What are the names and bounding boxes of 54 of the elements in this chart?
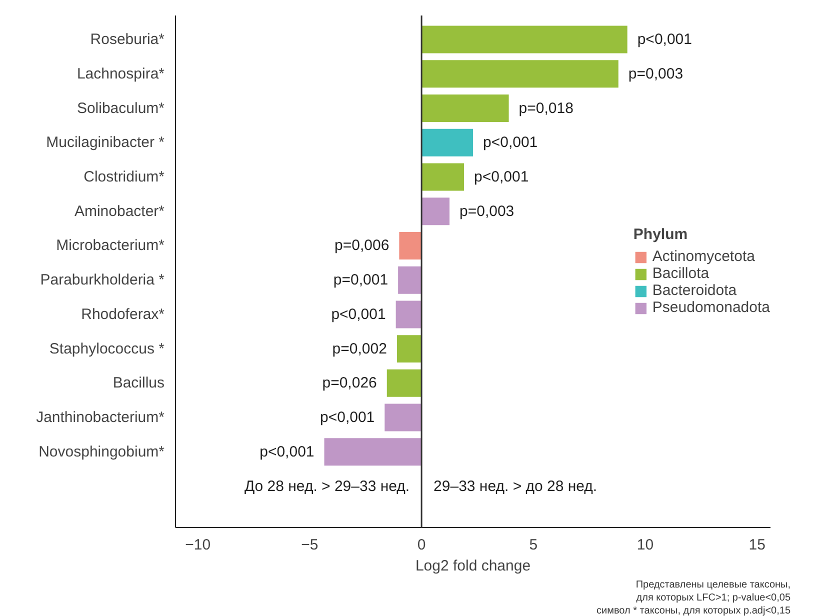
x-tick-label: −5 [301, 536, 318, 554]
legend-label: Actinomycetota [652, 248, 755, 265]
annotation: p<0,001 [637, 31, 692, 48]
text: Представлены целевые таксоны, для которых LFC>1; p-value<0,05 символ * таксоны, для которых p.adj<0,15 [596, 580, 791, 616]
x-tick-label: −10 [185, 536, 211, 554]
bar [422, 60, 618, 88]
bar [386, 369, 422, 397]
bar [324, 438, 422, 466]
bar [396, 300, 422, 328]
bar [384, 404, 422, 432]
text: 29–33 нед. > до 28 нед. [434, 478, 598, 495]
y-tick-label: Novosphingobium* [38, 443, 165, 460]
annotation: p=0,003 [628, 65, 684, 82]
y-tick-label: Paraburkholderia * [40, 272, 165, 289]
x-axis-title: Log2 fold change [415, 558, 531, 574]
annotation: p=0,026 [322, 374, 377, 392]
y-tick-label: Clostridium* [84, 168, 165, 186]
annotation: p<0,001 [474, 168, 529, 186]
y-tick-label: Bacillus [112, 374, 164, 392]
annotation: p=0,006 [334, 237, 390, 254]
y-tick-label: Janthinobacterium* [36, 409, 165, 426]
legend-label: Bacillota [652, 265, 710, 282]
bar [422, 163, 464, 191]
x-tick-label: 10 [636, 536, 654, 554]
annotation: p<0,001 [331, 306, 386, 323]
bar [422, 128, 473, 156]
x-tick-label: 15 [748, 536, 766, 554]
bar [399, 232, 422, 260]
y-tick-label: Mucilaginibacter * [46, 134, 165, 152]
y-tick-label: Staphylococcus * [49, 340, 165, 358]
y-tick-label: Lachnospira* [76, 65, 165, 82]
bar [422, 94, 509, 122]
y-tick-label: Aminobacter* [74, 202, 165, 220]
annotation: p=0,001 [333, 272, 388, 289]
annotation: p=0,003 [460, 202, 514, 220]
bar [396, 335, 422, 363]
text: До 28 нед. > 29–33 нед. [244, 478, 410, 495]
y-tick-label: Microbacterium* [56, 237, 165, 254]
bar [422, 198, 450, 226]
annotation: p=0,018 [518, 100, 574, 117]
annotation: p<0,001 [260, 443, 314, 460]
y-tick-label: Rhodoferax* [81, 306, 165, 323]
legend-title: Phylum [633, 226, 689, 243]
annotation: p=0,002 [332, 340, 387, 358]
bar [422, 26, 628, 54]
y-tick-label: Roseburia* [90, 31, 165, 48]
annotation: p<0,001 [483, 134, 538, 152]
legend-label: Bacteroidota [652, 282, 737, 299]
y-tick-label: Solibaculum* [76, 100, 165, 117]
x-tick-label: 0 [417, 536, 426, 554]
bar [398, 266, 422, 294]
legend-label: Pseudomonadota [652, 299, 770, 316]
x-tick-label: 5 [529, 536, 538, 554]
annotation: p<0,001 [320, 409, 375, 426]
